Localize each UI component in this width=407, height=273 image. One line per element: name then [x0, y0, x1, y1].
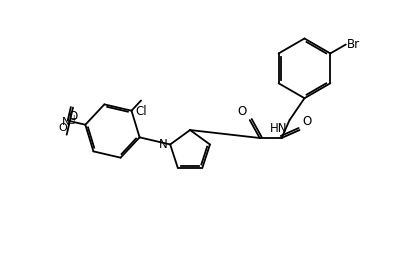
Text: O: O: [302, 115, 312, 128]
Text: Cl: Cl: [135, 105, 147, 117]
Text: N$^+$: N$^+$: [61, 114, 79, 129]
Text: N: N: [158, 138, 167, 151]
Text: HN: HN: [270, 122, 288, 135]
Text: Br: Br: [347, 38, 360, 51]
Text: O: O: [238, 105, 247, 118]
Text: O: O: [68, 109, 78, 123]
Text: O$^-$: O$^-$: [58, 121, 76, 133]
